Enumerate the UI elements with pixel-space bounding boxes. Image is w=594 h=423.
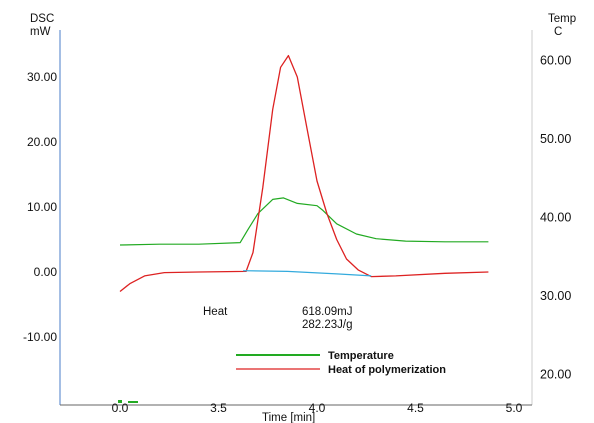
right-tick-label: 50.00 [540, 132, 571, 146]
right-axis-label-line1: Temp [548, 13, 576, 25]
series-group [119, 54, 489, 293]
left-tick-label: 20.00 [27, 135, 57, 149]
left-axis-label-line1: DSC [30, 13, 54, 25]
right-tick-label: 40.00 [540, 211, 571, 225]
left-axis-label-line2: mW [30, 26, 51, 38]
right-tick-label: 20.00 [540, 368, 571, 382]
heat-of-polymerization-line [119, 54, 489, 293]
x-tick-label: 3.5 [210, 401, 227, 415]
right-axis-label-line2: C [554, 26, 562, 38]
left-tick-label: -10.00 [23, 330, 57, 344]
temperature-line [119, 197, 489, 246]
x-axis-label: Time [min] [262, 412, 315, 423]
right-tick-label: 30.00 [540, 289, 571, 303]
heat-label: Heat [203, 306, 228, 318]
origin-marker-2 [128, 401, 138, 403]
legend-label-temperature: Temperature [328, 350, 394, 362]
x-tick-label: 4.5 [407, 401, 424, 415]
right-tick-label: 60.00 [540, 54, 571, 68]
right-axis-ticks: 60.00 50.00 40.00 30.00 20.00 [540, 54, 571, 382]
legend-label-heat: Heat of polymerization [328, 364, 446, 376]
heat-value-jg: 282.23J/g [302, 319, 353, 331]
heat-value-mj: 618.09mJ [302, 306, 353, 318]
x-tick-label: 0.0 [112, 401, 129, 415]
left-tick-label: 0.00 [34, 265, 58, 279]
x-tick-label: 4.0 [309, 401, 326, 415]
left-tick-label: 10.00 [27, 200, 57, 214]
x-tick-label: 5.0 [506, 401, 523, 415]
origin-marker [118, 400, 122, 403]
baseline-line [243, 270, 372, 277]
left-axis-ticks: 30.00 20.00 10.00 0.00 -10.00 [23, 70, 57, 344]
left-tick-label: 30.00 [27, 70, 57, 84]
x-axis-ticks: 0.0 3.5 4.0 4.5 5.0 [112, 401, 523, 415]
